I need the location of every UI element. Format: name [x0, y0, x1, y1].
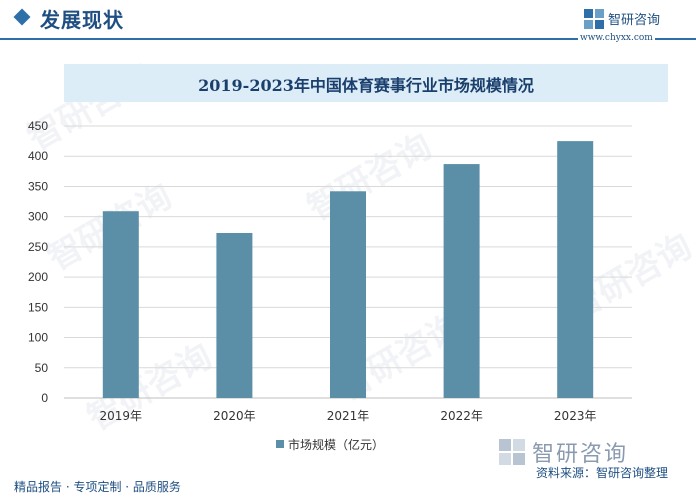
x-tick-label: 2021年 [327, 409, 370, 423]
x-tick-label: 2022年 [440, 409, 483, 423]
y-tick-label: 350 [28, 179, 48, 193]
chart-title: 2019-2023年中国体育赛事行业市场规模情况 [198, 76, 534, 95]
x-tick-label: 2019年 [100, 409, 143, 423]
y-tick-label: 250 [28, 240, 48, 254]
y-tick-label: 450 [28, 119, 48, 133]
section-title: 发展现状 [40, 8, 124, 32]
source-note: 资料来源：智研咨询整理 [536, 466, 669, 480]
brand-url: www.chyxx.com [578, 33, 655, 43]
y-tick-label: 200 [28, 270, 48, 284]
bar [102, 211, 139, 398]
brand-name: 智研咨询 [608, 13, 661, 28]
y-tick-label: 100 [28, 331, 48, 345]
bar [557, 141, 594, 398]
chart-title-band [64, 64, 668, 102]
x-tick-label: 2020年 [213, 409, 256, 423]
bar [330, 191, 366, 398]
footer-logo-icon [499, 439, 525, 465]
y-tick-label: 50 [35, 361, 49, 375]
y-tick-label: 150 [28, 300, 48, 314]
bar [443, 164, 480, 398]
legend-swatch [276, 440, 284, 448]
header-divider [0, 38, 696, 40]
y-tick-label: 0 [41, 391, 48, 405]
page-header: 发展现状 智研咨询 www.chyxx.com [0, 0, 696, 50]
brand-logo-icon [584, 9, 604, 29]
bar [216, 232, 253, 398]
y-tick-label: 400 [28, 149, 48, 163]
y-tick-label: 300 [28, 210, 48, 224]
footer-brand: 智研咨询 [532, 442, 629, 467]
footer-tagline: 精品报告 · 专项定制 · 品质服务 [14, 480, 181, 494]
legend-label: 市场规模（亿元） [288, 438, 385, 452]
x-tick-label: 2023年 [554, 409, 597, 423]
